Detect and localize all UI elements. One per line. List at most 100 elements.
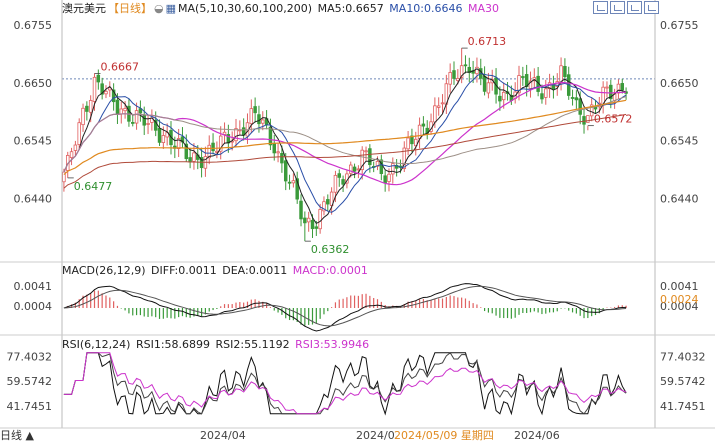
candle-body [207, 144, 211, 159]
price-annotation: 0.6713 [468, 35, 507, 48]
candle-body [609, 84, 613, 100]
candle-body [433, 105, 437, 123]
rsi1-value: RSI1:58.6899 [135, 338, 211, 351]
candle-body [295, 178, 299, 200]
candle-body [391, 163, 395, 175]
candle-body [81, 107, 85, 126]
candle-body [268, 126, 273, 146]
rsi-tick-right: 59.5742 [660, 375, 706, 388]
ma5-value: MA5:0.6657 [317, 2, 384, 15]
candle-body [589, 104, 594, 117]
price-tick-left: 0.6650 [14, 77, 53, 90]
chart-toolbar [593, 1, 659, 14]
price-tick-right: 0.6755 [660, 19, 699, 32]
candle-body [563, 66, 567, 78]
candle-body [605, 86, 609, 89]
candle-body [463, 64, 468, 67]
ma10-value: MA10:0.6646 [389, 2, 463, 15]
rsi3-value: RSI3:53.9946 [295, 338, 370, 351]
dea-line [63, 285, 627, 327]
ma-label: MA(5,10,30,60,100,200) [178, 2, 313, 15]
macd-tick-right: 0.0004 [660, 300, 699, 313]
candle-body [482, 75, 487, 92]
candle-body [406, 137, 410, 150]
date-tick: 2024/0 [356, 429, 395, 442]
price-annotation: 0.6667 [101, 60, 140, 73]
candle-body [184, 143, 189, 160]
candle-body [92, 76, 97, 102]
grid-icon[interactable] [644, 1, 659, 14]
price-legend: 澳元美元 【日线】 ◒ ▦ MA(5,10,30,60,100,200) MA5:0.6… [62, 2, 501, 15]
candle-body [448, 72, 452, 85]
price-annotation: 0.6477 [74, 180, 113, 193]
circle-half-icon[interactable]: ◒ [154, 2, 164, 15]
diff-line [63, 283, 627, 332]
candle-body [360, 149, 364, 171]
candle-body [570, 97, 575, 99]
ma200-line [63, 113, 627, 189]
candle-body [165, 132, 169, 138]
candle-body [192, 152, 196, 162]
candle-body [559, 65, 563, 84]
rsi3-line [63, 352, 627, 415]
candle-body [142, 114, 146, 126]
price-annotation: 0.6362 [311, 243, 350, 256]
grid-icon[interactable] [593, 1, 608, 14]
candle-body [364, 150, 368, 153]
candle-body [303, 217, 307, 224]
rsi-panel [63, 352, 627, 416]
grid-icon[interactable] [627, 1, 642, 14]
candle-body [310, 219, 315, 230]
ma60-line [63, 96, 627, 173]
candle-body [459, 65, 464, 78]
candle-body [188, 157, 192, 163]
candle-body [375, 160, 380, 167]
date-tick: 2024/06 [514, 429, 560, 442]
candle-body [77, 122, 81, 145]
candle-body [157, 128, 162, 143]
period-label[interactable]: 【日线】 [108, 2, 152, 15]
candle-body [582, 116, 586, 125]
ma5-line [63, 68, 627, 225]
candle-body [104, 90, 108, 95]
candle-body [249, 108, 254, 124]
candle-body [586, 115, 590, 123]
candle-body [134, 110, 139, 124]
candle-body [161, 135, 166, 144]
candle-body [123, 108, 127, 112]
rsi-tick-left: 41.7451 [7, 400, 53, 413]
date-tick: 2024/04 [200, 429, 246, 442]
candle-body [211, 142, 215, 152]
macd-label: MACD(26,12,9) [62, 264, 146, 277]
candle-body [88, 100, 93, 113]
grid-icon[interactable]: ▦ [165, 2, 177, 15]
price-tick-left: 0.6545 [14, 135, 53, 148]
candle-body [146, 123, 150, 125]
candle-body [436, 105, 441, 108]
candle-body [318, 209, 322, 230]
rsi-label: RSI(6,12,24) [62, 338, 131, 351]
macd-tick-left: 0.0041 [14, 280, 53, 293]
period-switch[interactable]: 日线 ▲ [0, 429, 34, 442]
candle-body [131, 122, 135, 124]
candle-body [287, 181, 292, 184]
candle-body [119, 108, 124, 115]
candle-body [115, 99, 120, 115]
rsi-tick-right: 41.7451 [660, 400, 706, 413]
candle-body [283, 160, 288, 182]
grid-icon[interactable] [610, 1, 625, 14]
candle-body [100, 83, 104, 95]
candle-body [356, 168, 361, 171]
candle-body [574, 97, 579, 101]
candle-body [272, 142, 276, 154]
candle-body [498, 95, 502, 102]
candle-body [414, 138, 418, 147]
ma10-line [63, 72, 627, 213]
ma100-line [63, 99, 627, 176]
candle-body [234, 128, 238, 142]
macd-highlight-tick: 0.0024 [660, 293, 699, 306]
candle-body [176, 138, 181, 149]
candle-body [387, 173, 391, 182]
candle-body [111, 89, 116, 103]
